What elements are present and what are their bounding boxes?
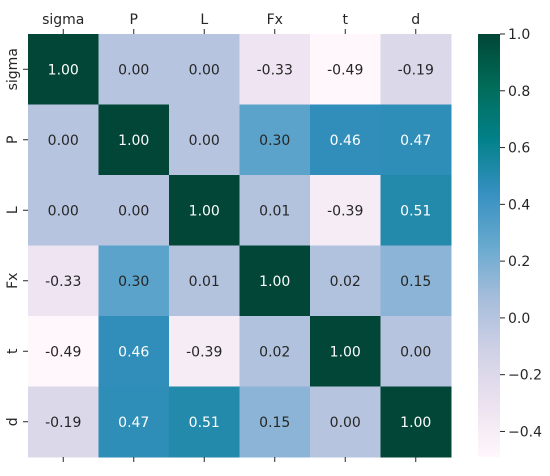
y-tick-label: t [5, 348, 21, 354]
cell-value-label: 0.51 [189, 415, 220, 431]
cell-value-label: 0.00 [330, 415, 361, 431]
heatmap-cell [380, 104, 452, 176]
cell-value-label: 1.00 [400, 415, 431, 431]
heatmap-cell [380, 386, 452, 458]
cell-value-label: -0.39 [186, 344, 222, 360]
cell-value-label: -0.39 [327, 203, 363, 219]
heatmap-cell [239, 104, 311, 176]
heatmap-cell [98, 175, 170, 246]
cell-value-label: 0.51 [400, 203, 431, 219]
cell-value-label: 0.15 [259, 415, 290, 431]
heatmap-cell [310, 386, 381, 458]
colorbar-tick-label: −0.4 [508, 424, 542, 440]
cell-value-label: 0.01 [189, 274, 220, 290]
colorbar-tick-label: 1.0 [508, 27, 530, 43]
colorbar: 1.0 0.8 0.6 0.4 0.2 0.0 −0.2 −0.4 [478, 27, 542, 457]
colorbar-tick-label: 0.0 [508, 311, 530, 327]
x-tick-label: sigma [42, 12, 84, 28]
heatmap-cell [380, 245, 452, 317]
heatmap-cell [380, 175, 452, 246]
heatmap-cell [28, 104, 99, 176]
cell-value-label: 0.00 [189, 133, 220, 149]
cell-value-label: 1.00 [189, 203, 220, 219]
y-tick-label: d [5, 417, 21, 426]
y-tick-label: L [5, 206, 21, 214]
y-tick-label: Fx [5, 273, 21, 289]
cell-value-labels: 1.00 0.00 0.00 -0.33 -0.49 -0.19 0.00 1.00 0.00 0… [45, 62, 434, 431]
cell-value-label: 0.47 [400, 133, 431, 149]
x-tick-label: L [200, 12, 208, 28]
heatmap-cell [98, 34, 170, 105]
cell-value-label: 0.47 [118, 415, 149, 431]
cell-value-label: 0.00 [48, 203, 79, 219]
cell-value-label: 0.00 [48, 133, 79, 149]
cell-value-label: 0.00 [118, 203, 149, 219]
heatmap-cell [239, 386, 311, 458]
x-tick-label: P [130, 12, 138, 28]
heatmap-cell [169, 175, 240, 246]
colorbar-tick-label: 0.6 [508, 141, 530, 157]
heatmap-cell [239, 316, 311, 387]
heatmap-cell [239, 175, 311, 246]
heatmap-cell [310, 104, 381, 176]
heatmap-cell [310, 316, 381, 387]
heatmap-cell [380, 34, 452, 105]
x-tick-label: t [343, 12, 349, 28]
heatmap-cell [28, 245, 99, 317]
cell-value-label: 0.46 [118, 344, 149, 360]
cell-value-label: 0.00 [118, 62, 149, 78]
heatmap-cell [169, 104, 240, 176]
cell-value-label: 1.00 [330, 344, 361, 360]
cell-value-label: -0.49 [45, 344, 81, 360]
cell-value-label: 0.00 [400, 344, 431, 360]
heatmap-cell [28, 386, 99, 458]
cell-value-label: 1.00 [118, 133, 149, 149]
heatmap-cell [98, 316, 170, 387]
heatmap-cell [169, 34, 240, 105]
heatmap-cell [169, 245, 240, 317]
cell-value-label: 1.00 [48, 62, 79, 78]
heatmap-cell [310, 34, 381, 105]
cell-value-label: 0.00 [189, 62, 220, 78]
y-tick-label: sigma [5, 48, 21, 90]
cell-value-label: 0.02 [330, 274, 361, 290]
heatmap-cell [169, 386, 240, 458]
x-axis: sigma P L Fx t d [42, 12, 420, 462]
cell-value-label: 0.30 [259, 133, 290, 149]
y-tick-label: P [5, 136, 21, 144]
heatmap-cell [380, 316, 452, 387]
cell-value-label: 0.15 [400, 274, 431, 290]
colorbar-tick-label: 0.4 [508, 197, 530, 213]
heatmap-cell [239, 34, 311, 105]
x-tick-label: Fx [267, 12, 283, 28]
colorbar-tick-label: 0.2 [508, 254, 530, 270]
heatmap-cell [98, 386, 170, 458]
heatmap-cell [28, 175, 99, 246]
colorbar-tick-label: −0.2 [508, 368, 542, 384]
heatmap-cell [98, 104, 170, 176]
heatmap-cell [239, 245, 311, 317]
heatmap-cell [28, 316, 99, 387]
cell-value-label: 0.46 [330, 133, 361, 149]
heatmap-cells [28, 34, 452, 458]
cell-value-label: -0.33 [257, 62, 293, 78]
colorbar-tick-label: 0.8 [508, 84, 530, 100]
cell-value-label: 0.30 [118, 274, 149, 290]
heatmap-cell [310, 245, 381, 317]
cell-value-label: 1.00 [259, 274, 290, 290]
heatmap-cell [169, 316, 240, 387]
y-axis: sigma P L Fx t d [5, 48, 28, 426]
colorbar-gradient [478, 34, 500, 457]
heatmap-cell [28, 34, 99, 105]
heatmap-cell [98, 245, 170, 317]
cell-value-label: 0.01 [259, 203, 290, 219]
cell-value-label: -0.19 [45, 415, 81, 431]
cell-value-label: -0.19 [398, 62, 434, 78]
x-tick-label: d [411, 12, 420, 28]
cell-value-label: -0.49 [327, 62, 363, 78]
heatmap-cell [310, 175, 381, 246]
cell-value-label: -0.33 [45, 274, 81, 290]
cell-value-label: 0.02 [259, 344, 290, 360]
